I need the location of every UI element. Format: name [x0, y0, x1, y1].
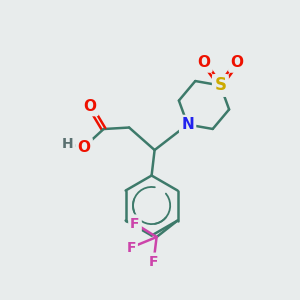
Text: O: O: [230, 56, 243, 70]
Text: O: O: [84, 99, 97, 114]
Text: O: O: [78, 140, 91, 154]
Text: N: N: [181, 117, 194, 132]
Text: S: S: [214, 76, 226, 94]
Text: F: F: [130, 217, 140, 230]
Text: F: F: [149, 255, 158, 268]
Text: O: O: [197, 56, 210, 70]
Text: H: H: [62, 137, 74, 151]
Text: F: F: [126, 241, 136, 254]
